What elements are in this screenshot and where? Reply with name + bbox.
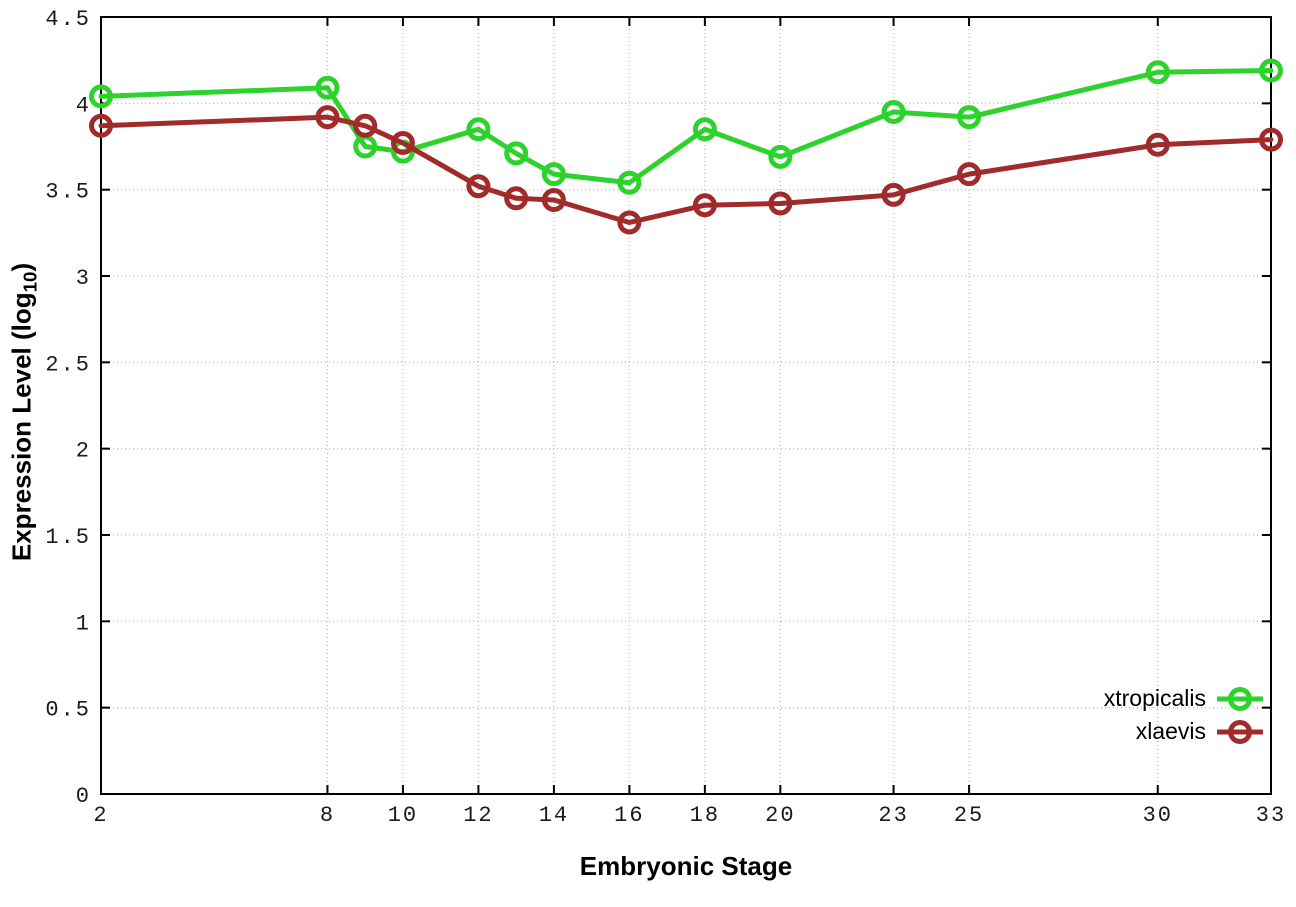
data-point-xlaevis — [957, 162, 982, 187]
series-line-xtropicalis — [98, 68, 1274, 186]
x-tick-label: 16 — [614, 803, 644, 828]
legend-label-xtropicalis: xtropicalis — [1103, 685, 1206, 711]
legend-sample-xtropicalis — [1217, 686, 1263, 711]
y-axis-title: Expression Level (log10) — [6, 263, 41, 561]
x-tick-label: 12 — [463, 803, 493, 828]
data-point-xlaevis — [768, 191, 793, 216]
x-tick-label: 30 — [1143, 803, 1173, 828]
data-point-xtropicalis — [466, 117, 491, 142]
y-axis-title-subscript: 10 — [19, 271, 41, 293]
x-tick-label: 33 — [1256, 803, 1286, 828]
data-point-xlaevis — [541, 188, 566, 213]
data-point-xlaevis — [353, 113, 378, 138]
x-tick-label: 10 — [388, 803, 418, 828]
x-tick-label: 14 — [539, 803, 569, 828]
x-tick-label: 18 — [690, 803, 720, 828]
data-point-xlaevis — [1145, 132, 1170, 157]
data-point-xtropicalis — [768, 144, 793, 169]
data-point-xtropicalis — [1259, 58, 1283, 83]
data-point-xtropicalis — [957, 105, 982, 130]
legend-sample-xlaevis — [1217, 719, 1263, 744]
y-tick-label: 1 — [76, 611, 91, 636]
y-tick-label: 4.5 — [45, 7, 91, 32]
x-axis-title: Embryonic Stage — [579, 851, 793, 881]
y-tick-label: 3 — [76, 266, 91, 291]
y-tick-label: 0.5 — [45, 698, 91, 723]
y-axis-title-text: Expression Level (log — [6, 292, 37, 562]
x-tick-label: 8 — [320, 803, 335, 828]
plot-border — [100, 16, 1272, 795]
legend-sample-marker — [1228, 719, 1252, 744]
y-axis-title-close: ) — [6, 262, 37, 272]
data-point-xtropicalis — [315, 75, 340, 100]
data-point-xtropicalis — [89, 84, 113, 109]
data-point-xtropicalis — [541, 162, 566, 187]
legend-sample-marker — [1228, 686, 1252, 711]
legend-label-xlaevis: xlaevis — [1135, 718, 1206, 744]
data-point-xtropicalis — [692, 117, 717, 142]
data-point-xlaevis — [692, 193, 717, 218]
legend: xtropicalis xlaevis — [1104, 682, 1264, 748]
data-point-xlaevis — [315, 105, 340, 130]
y-tick-label: 3.5 — [45, 180, 91, 205]
series-line-xlaevis — [98, 114, 1274, 225]
x-tick-label: 25 — [954, 803, 984, 828]
x-tick-label: 23 — [878, 803, 908, 828]
data-point-xtropicalis — [1145, 60, 1170, 85]
data-point-xlaevis — [504, 186, 529, 211]
data-point-xlaevis — [617, 210, 642, 235]
data-point-xtropicalis — [881, 99, 906, 124]
legend-item-xtropicalis: xtropicalis — [1104, 682, 1264, 715]
legend-item-xlaevis: xlaevis — [1104, 715, 1264, 748]
y-tick-label: 2 — [76, 439, 91, 464]
data-point-xlaevis — [881, 182, 906, 207]
y-tick-label: 0 — [76, 784, 91, 809]
data-point-xlaevis — [390, 131, 415, 156]
data-point-xtropicalis — [617, 170, 642, 195]
y-tick-label: 1.5 — [45, 525, 91, 550]
y-tick-label: 2.5 — [45, 352, 91, 377]
data-point-xtropicalis — [504, 141, 529, 166]
data-point-xlaevis — [89, 113, 113, 138]
y-tick-label: 4 — [76, 93, 91, 118]
data-point-xlaevis — [466, 174, 491, 199]
x-tick-label: 2 — [93, 803, 108, 828]
x-tick-label: 20 — [765, 803, 795, 828]
data-point-xlaevis — [1259, 127, 1283, 152]
